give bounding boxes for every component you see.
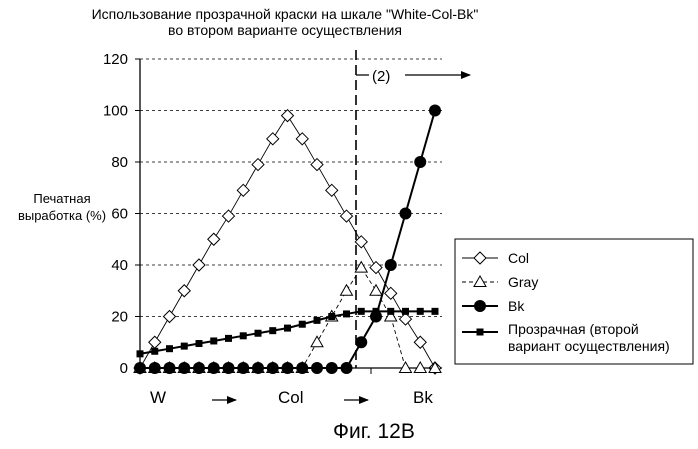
series-4-point-3 (181, 343, 188, 350)
y-tick-label-60: 60 (111, 206, 128, 223)
series-4-point-20 (432, 308, 439, 315)
y-tick-label-20: 20 (111, 309, 128, 326)
series-1 (134, 110, 441, 374)
series-3-point-3 (178, 362, 190, 374)
series-1-point-9 (267, 133, 279, 145)
series-3-point-8 (252, 362, 264, 374)
series-1-point-11 (296, 133, 308, 145)
series-1-point-12 (311, 159, 323, 171)
series-4-point-8 (255, 330, 262, 337)
series-3-point-17 (385, 259, 397, 271)
series-3-point-7 (237, 362, 249, 374)
legend-label-4-line-1: Прозрачная (второй (508, 321, 639, 337)
series-4-point-1 (151, 348, 158, 355)
series-1-point-19 (414, 336, 426, 348)
series-3-point-16 (370, 311, 382, 323)
series-1-point-16 (370, 262, 382, 274)
series-2-point-19 (414, 362, 426, 373)
series-2-point-16 (370, 285, 382, 296)
series-4-point-13 (328, 313, 335, 320)
series-3-point-13 (326, 362, 338, 374)
series-1-point-4 (193, 259, 205, 271)
series-1-point-8 (252, 159, 264, 171)
series-3-point-4 (193, 362, 205, 374)
series-3-point-20 (429, 105, 441, 117)
series-3-point-0 (134, 362, 146, 374)
series-2-point-18 (400, 362, 412, 373)
series-3-point-18 (400, 208, 412, 220)
series-4-point-12 (314, 317, 321, 324)
series-3-point-6 (223, 362, 235, 374)
series-3-point-10 (282, 362, 294, 374)
y-tick-label-100: 100 (103, 103, 128, 120)
series-1-point-10 (282, 110, 294, 122)
series-4-point-9 (269, 327, 276, 334)
series-4-point-0 (137, 350, 144, 357)
series-3-point-2 (164, 362, 176, 374)
series-3-point-5 (208, 362, 220, 374)
series-4-point-15 (358, 308, 365, 315)
series-3-point-1 (149, 362, 161, 374)
series-4-point-19 (417, 308, 424, 315)
y-tick-label-120: 120 (103, 51, 128, 68)
series-3-point-15 (355, 336, 367, 348)
series-2 (134, 262, 441, 373)
series-1-point-5 (208, 233, 220, 245)
legend-label-2: Gray (508, 274, 538, 290)
series-1-point-1 (149, 336, 161, 348)
series-3 (134, 105, 441, 375)
series-4-point-14 (343, 310, 350, 317)
legend-label-4-line-2: вариант осуществления) (508, 338, 670, 354)
series-3-point-9 (267, 362, 279, 374)
series-1-point-13 (326, 184, 338, 196)
series-4-point-5 (210, 337, 217, 344)
legend-marker-3 (474, 300, 486, 312)
series-4-point-10 (284, 325, 291, 332)
series-1-point-15 (355, 236, 367, 248)
series-4-point-7 (240, 332, 247, 339)
y-tick-label-0: 0 (120, 360, 128, 377)
series-1-point-18 (400, 313, 412, 325)
series-1-point-6 (223, 210, 235, 222)
series-2-point-12 (311, 336, 323, 347)
series-4-point-6 (225, 335, 232, 342)
phase-annotation: (2) (372, 68, 390, 85)
series-3-point-19 (414, 156, 426, 168)
series-1-point-7 (237, 184, 249, 196)
y-tick-label-80: 80 (111, 154, 128, 171)
series-2-point-15 (355, 262, 367, 273)
series-4-point-4 (196, 340, 203, 347)
series-3-point-11 (296, 362, 308, 374)
series-1-point-14 (341, 210, 353, 222)
series-4-point-2 (166, 345, 173, 352)
series-4-point-18 (402, 308, 409, 315)
legend-marker-4 (477, 329, 484, 336)
series-1-point-17 (385, 287, 397, 299)
series-4-point-11 (299, 321, 306, 328)
legend-label-3: Bk (508, 298, 525, 314)
series-3-point-12 (311, 362, 323, 374)
series-3-point-14 (341, 362, 353, 374)
series-2-point-14 (341, 285, 353, 296)
series-1-point-2 (164, 311, 176, 323)
series-1-point-3 (178, 285, 190, 297)
y-tick-label-40: 40 (111, 257, 128, 274)
series-4-point-17 (387, 308, 394, 315)
legend-label-1: Col (508, 250, 529, 266)
